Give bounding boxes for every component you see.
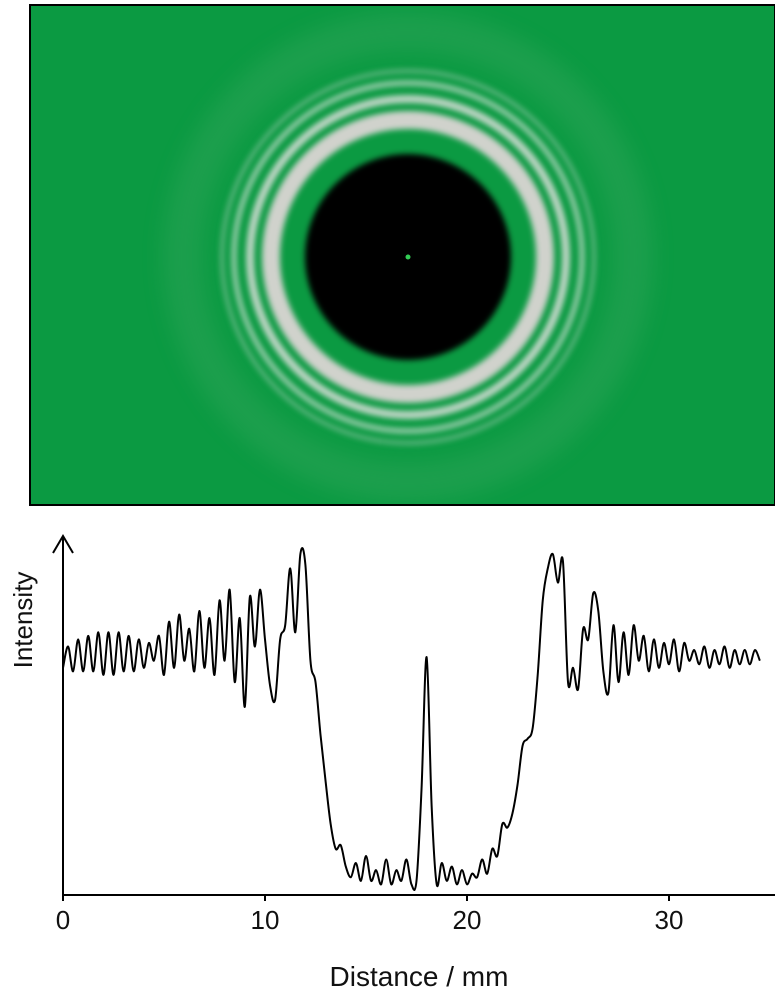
y-axis-label: Intensity bbox=[8, 572, 38, 669]
x-tick-label: 0 bbox=[56, 905, 70, 935]
x-tick-label: 20 bbox=[453, 905, 482, 935]
x-axis-label: Distance / mm bbox=[330, 961, 509, 992]
x-tick-label: 10 bbox=[251, 905, 280, 935]
x-tick-label: 30 bbox=[655, 905, 684, 935]
intensity-line bbox=[63, 548, 760, 890]
plot: Intensity Distance / mm 0 10 20 30 bbox=[8, 536, 775, 992]
figure: Intensity Distance / mm 0 10 20 30 bbox=[0, 0, 775, 994]
diffraction-image bbox=[30, 5, 775, 505]
